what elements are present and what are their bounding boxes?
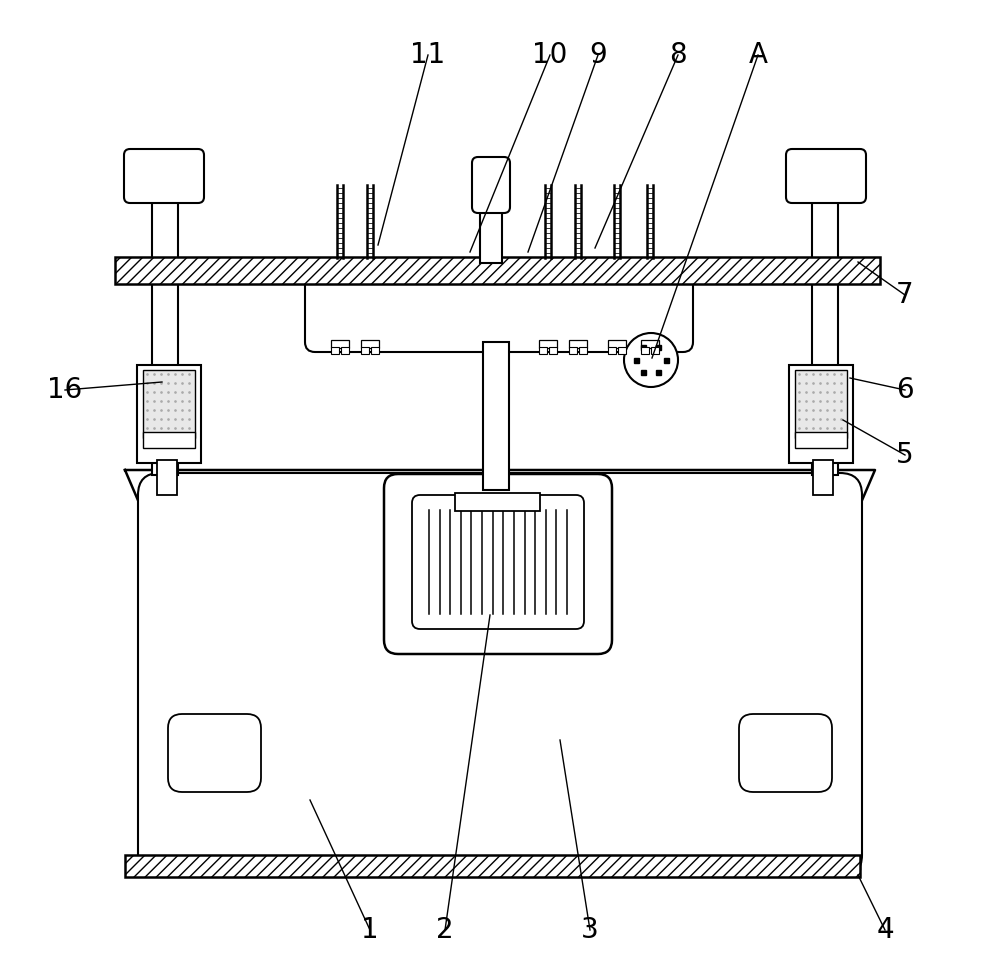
Bar <box>480 175 502 263</box>
Text: 9: 9 <box>589 41 607 69</box>
Bar <box>651 347 659 354</box>
Bar <box>795 370 847 438</box>
FancyBboxPatch shape <box>305 274 693 352</box>
Text: 10: 10 <box>532 41 568 69</box>
Text: 7: 7 <box>896 281 914 309</box>
Text: 5: 5 <box>896 441 914 469</box>
Text: 6: 6 <box>896 376 914 404</box>
FancyBboxPatch shape <box>138 473 862 877</box>
Bar <box>371 347 379 354</box>
FancyBboxPatch shape <box>412 495 584 629</box>
Bar <box>789 365 853 463</box>
Bar <box>331 340 349 348</box>
Text: 11: 11 <box>410 41 446 69</box>
Text: 2: 2 <box>436 916 454 944</box>
Bar <box>331 347 339 354</box>
FancyBboxPatch shape <box>472 157 510 213</box>
Text: 4: 4 <box>876 916 894 944</box>
Bar <box>641 371 646 376</box>
Bar <box>634 357 639 362</box>
Bar <box>539 347 547 354</box>
Bar <box>608 340 626 348</box>
Text: A: A <box>748 41 768 69</box>
Bar <box>152 165 178 475</box>
Bar <box>795 432 847 448</box>
Bar <box>569 347 577 354</box>
Bar <box>656 344 661 350</box>
Bar <box>137 365 201 463</box>
Bar <box>157 460 177 495</box>
FancyBboxPatch shape <box>739 714 832 792</box>
Bar <box>641 340 659 348</box>
Bar <box>143 370 195 438</box>
Bar <box>125 855 860 877</box>
Bar <box>549 347 557 354</box>
Text: 3: 3 <box>581 916 599 944</box>
FancyBboxPatch shape <box>786 149 866 203</box>
Bar <box>608 347 616 354</box>
Bar <box>656 371 661 376</box>
Bar <box>664 357 668 362</box>
Bar <box>143 432 195 448</box>
FancyBboxPatch shape <box>384 474 612 654</box>
Bar <box>455 493 540 511</box>
FancyBboxPatch shape <box>168 714 261 792</box>
Bar <box>361 340 379 348</box>
Bar <box>812 165 838 475</box>
Bar <box>483 342 509 490</box>
Bar <box>579 347 587 354</box>
Bar <box>539 340 557 348</box>
Circle shape <box>624 333 678 387</box>
Bar <box>641 344 646 350</box>
Polygon shape <box>125 470 875 870</box>
Bar <box>813 460 833 495</box>
Bar <box>569 340 587 348</box>
Bar <box>341 347 349 354</box>
Bar <box>641 347 649 354</box>
Text: 16: 16 <box>47 376 83 404</box>
FancyBboxPatch shape <box>124 149 204 203</box>
Text: 8: 8 <box>669 41 687 69</box>
Bar <box>618 347 626 354</box>
Bar <box>361 347 369 354</box>
Bar <box>115 257 880 284</box>
Text: 1: 1 <box>361 916 379 944</box>
